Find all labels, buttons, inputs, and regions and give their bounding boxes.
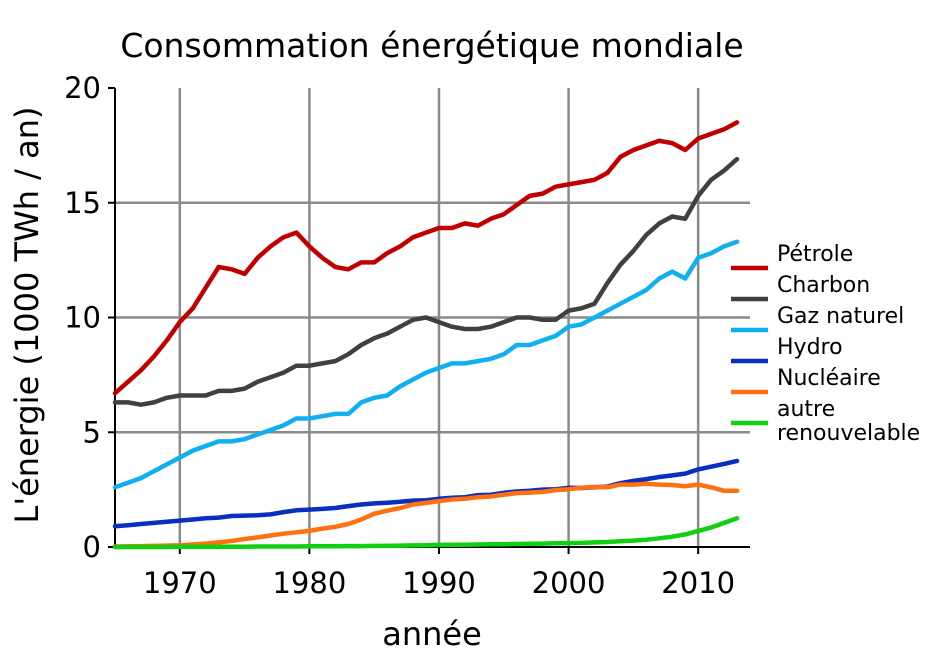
x-tick-label: 1970 [143,566,217,600]
legend-label: autre [777,397,835,422]
legend: Pétrole Charbon Gaz naturel Hydro Nucléaire a… [731,242,920,446]
series-line-1 [112,156,740,407]
tick-labels: 1970 1980 1990 2000 2010 0 5 10 15 20 [64,71,735,600]
series-line-2 [112,239,740,490]
series-line-4 [112,481,740,549]
legend-label: Charbon [777,273,870,298]
series-line-0 [112,120,740,396]
series-line-3 [112,458,740,529]
x-tick-label: 1980 [272,566,346,600]
y-axis-label: L'énergie (1000 TWh / an) [8,107,46,524]
series-line-5 [112,516,740,550]
x-tick-label: 2000 [532,566,606,600]
chart-title: Consommation énergétique mondiale [120,26,743,65]
y-tick-label: 10 [64,301,101,335]
y-tick-label: 20 [64,71,101,105]
y-tick-label: 5 [83,415,101,449]
legend-label: Pétrole [777,242,853,267]
y-tick-label: 0 [83,530,101,564]
legend-label: renouvelable [777,421,920,446]
series-layer [112,120,740,550]
y-tick-label: 15 [64,186,101,220]
legend-label: Hydro [777,335,843,360]
x-axis-label: année [382,615,482,653]
x-tick-label: 1990 [402,566,476,600]
legend-label: Nucléaire [777,366,881,391]
x-tick-label: 2010 [661,566,735,600]
legend-label: Gaz naturel [777,304,904,329]
